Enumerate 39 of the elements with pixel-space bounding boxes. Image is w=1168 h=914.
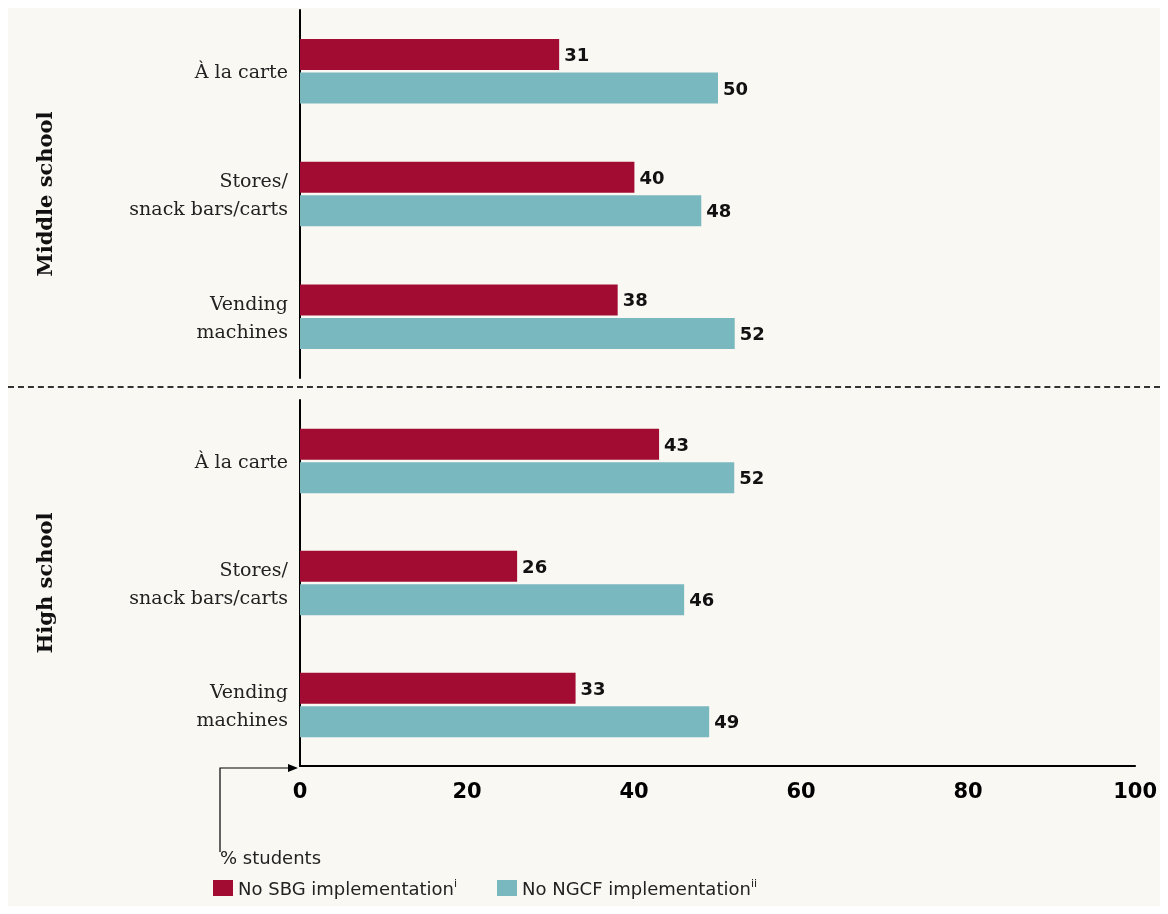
bar <box>300 550 518 582</box>
bar <box>300 195 702 227</box>
bar <box>300 672 576 704</box>
x-tick-label: 60 <box>786 778 816 803</box>
data-label: 43 <box>664 433 690 455</box>
y-tick-label: Stores/ snack bars/carts <box>129 558 289 608</box>
y-tick-label: À la carte <box>193 450 288 472</box>
x-tick-label: 40 <box>619 778 649 803</box>
bar <box>300 462 735 494</box>
bar <box>300 317 735 349</box>
x-tick-label: 20 <box>452 778 482 803</box>
data-label: 49 <box>714 711 740 733</box>
bar <box>300 584 685 616</box>
bar <box>300 284 618 316</box>
bar <box>300 706 710 738</box>
data-label: 46 <box>689 589 715 611</box>
x-tick-label: 100 <box>1113 778 1157 803</box>
y-tick-label: Stores/ snack bars/carts <box>129 169 289 219</box>
data-label: 31 <box>564 44 590 66</box>
data-label: 26 <box>522 555 548 577</box>
data-label: 33 <box>580 677 606 699</box>
bar <box>300 39 560 71</box>
y-axis-title: Middle school <box>32 111 57 277</box>
x-tick-label: 0 <box>292 778 308 803</box>
data-label: 48 <box>706 200 732 222</box>
data-label: 52 <box>739 467 765 489</box>
data-label: 40 <box>639 166 665 188</box>
data-label: 38 <box>622 289 648 311</box>
bar <box>300 161 635 193</box>
y-tick-label: Vending machines <box>196 680 288 730</box>
data-label: 52 <box>739 322 765 344</box>
bar <box>300 72 718 104</box>
data-label: 50 <box>723 77 749 99</box>
y-tick-label: Vending machines <box>196 291 288 342</box>
y-axis-title: High school <box>32 512 57 654</box>
bar <box>300 428 660 460</box>
x-tick-label: 80 <box>953 778 983 803</box>
x-axis-title: % students <box>220 846 322 868</box>
y-tick-label: À la carte <box>193 60 288 83</box>
